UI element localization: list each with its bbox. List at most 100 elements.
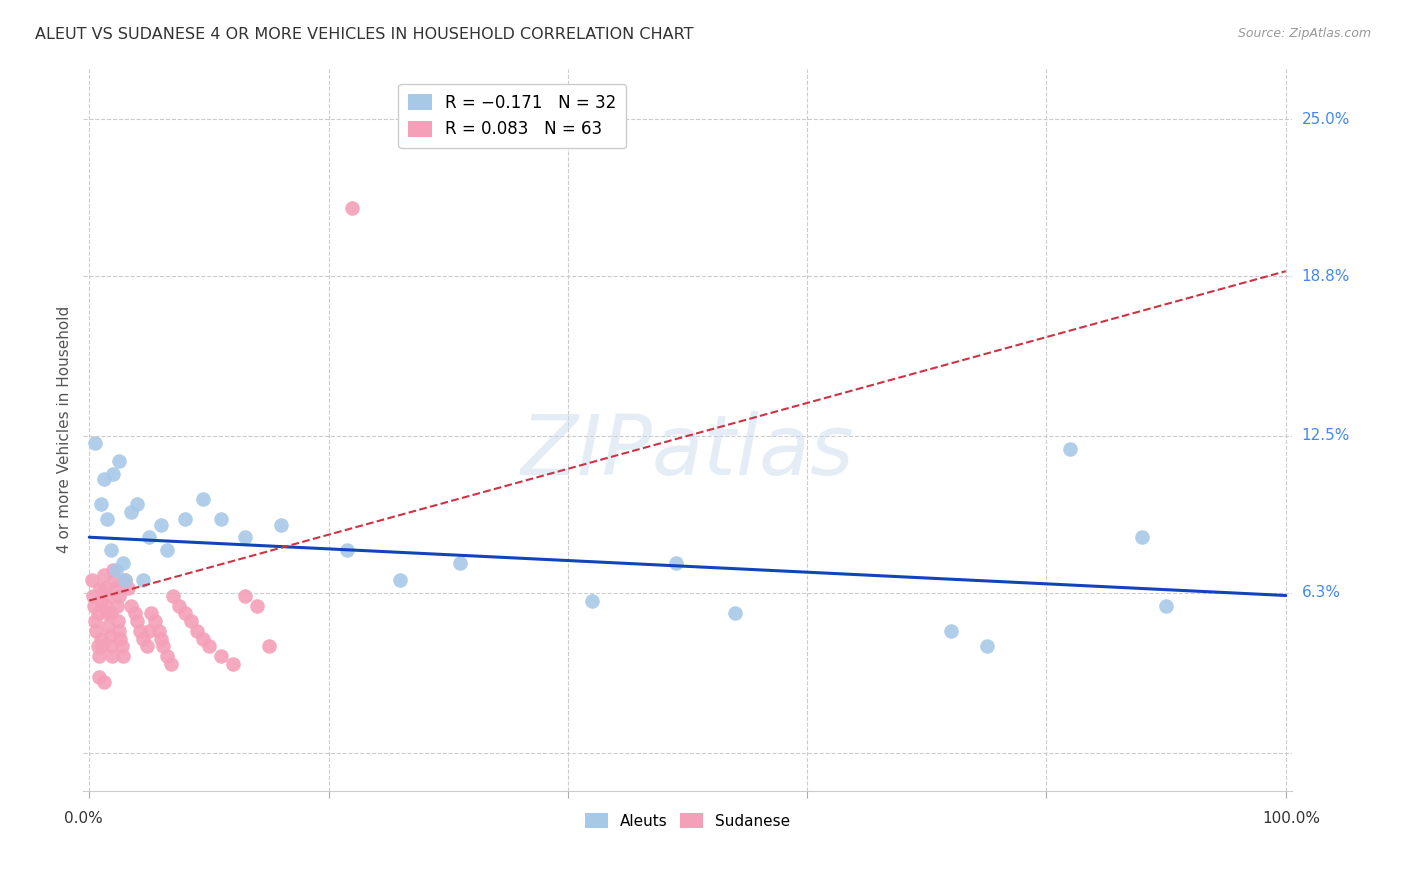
Point xyxy=(103,574,125,588)
Point xyxy=(724,606,747,620)
Point xyxy=(222,657,245,671)
Point xyxy=(97,619,120,633)
Point xyxy=(101,649,124,664)
Text: ALEUT VS SUDANESE 4 OR MORE VEHICLES IN HOUSEHOLD CORRELATION CHART: ALEUT VS SUDANESE 4 OR MORE VEHICLES IN … xyxy=(35,27,693,42)
Point xyxy=(94,599,117,613)
Point xyxy=(127,614,149,628)
Point xyxy=(83,599,105,613)
Point xyxy=(114,574,136,588)
Text: 12.5%: 12.5% xyxy=(1302,428,1350,443)
Point xyxy=(90,593,112,607)
Point xyxy=(209,649,232,664)
Point xyxy=(138,624,160,638)
Point xyxy=(111,556,134,570)
Point xyxy=(191,492,214,507)
Point xyxy=(103,467,125,481)
Point xyxy=(105,599,128,613)
Point xyxy=(90,632,112,646)
Point xyxy=(128,624,150,638)
Text: ZIPatlas: ZIPatlas xyxy=(520,410,855,491)
Point xyxy=(1059,442,1081,456)
Point xyxy=(148,624,170,638)
Point xyxy=(96,606,118,620)
Point xyxy=(198,639,221,653)
Point xyxy=(138,530,160,544)
Point xyxy=(1154,599,1177,613)
Point xyxy=(976,639,998,653)
Point xyxy=(84,436,107,450)
Point xyxy=(111,649,134,664)
Point xyxy=(1130,530,1153,544)
Point xyxy=(135,639,157,653)
Point xyxy=(120,599,142,613)
Text: 0.0%: 0.0% xyxy=(63,811,103,826)
Point xyxy=(96,512,118,526)
Point xyxy=(87,649,110,664)
Point xyxy=(91,639,114,653)
Point xyxy=(162,589,184,603)
Point xyxy=(257,639,280,653)
Point xyxy=(132,574,155,588)
Point xyxy=(156,542,179,557)
Point xyxy=(233,589,256,603)
Point xyxy=(110,639,132,653)
Point xyxy=(167,599,190,613)
Point xyxy=(87,669,110,683)
Point xyxy=(342,201,364,215)
Point xyxy=(90,497,112,511)
Point xyxy=(127,497,149,511)
Point xyxy=(84,614,107,628)
Point xyxy=(270,517,292,532)
Point xyxy=(96,589,118,603)
Point xyxy=(86,639,108,653)
Point xyxy=(141,606,163,620)
Point xyxy=(86,624,108,638)
Text: 25.0%: 25.0% xyxy=(1302,112,1350,127)
Point xyxy=(209,512,232,526)
Point xyxy=(80,574,103,588)
Point xyxy=(108,624,131,638)
Point xyxy=(246,599,269,613)
Point xyxy=(143,614,166,628)
Text: Source: ZipAtlas.com: Source: ZipAtlas.com xyxy=(1237,27,1371,40)
Point xyxy=(664,556,686,570)
Point xyxy=(107,614,129,628)
Point xyxy=(100,606,122,620)
Point xyxy=(233,530,256,544)
Point xyxy=(186,624,208,638)
Point xyxy=(93,674,115,689)
Point xyxy=(117,581,139,595)
Point xyxy=(191,632,214,646)
Legend: Aleuts, Sudanese: Aleuts, Sudanese xyxy=(579,807,796,835)
Point xyxy=(449,556,471,570)
Point xyxy=(132,632,155,646)
Point xyxy=(104,581,127,595)
Point xyxy=(124,606,146,620)
Point xyxy=(159,657,181,671)
Point xyxy=(152,639,174,653)
Point xyxy=(335,542,357,557)
Point xyxy=(108,454,131,468)
Text: 18.8%: 18.8% xyxy=(1302,268,1350,284)
Text: 100.0%: 100.0% xyxy=(1263,811,1320,826)
Point xyxy=(150,517,173,532)
Point xyxy=(82,589,104,603)
Point xyxy=(174,606,197,620)
Point xyxy=(114,574,136,588)
Point xyxy=(98,629,121,643)
Point xyxy=(104,563,127,577)
Point xyxy=(150,632,173,646)
Point xyxy=(156,649,179,664)
Text: 6.3%: 6.3% xyxy=(1302,585,1340,600)
Point xyxy=(939,624,962,638)
Y-axis label: 4 or more Vehicles in Household: 4 or more Vehicles in Household xyxy=(58,306,72,553)
Point xyxy=(86,606,108,620)
Point xyxy=(100,542,122,557)
Point xyxy=(89,581,111,595)
Point xyxy=(110,632,132,646)
Point xyxy=(103,563,125,577)
Point xyxy=(581,593,603,607)
Point xyxy=(94,581,117,595)
Point xyxy=(93,568,115,582)
Point xyxy=(174,512,197,526)
